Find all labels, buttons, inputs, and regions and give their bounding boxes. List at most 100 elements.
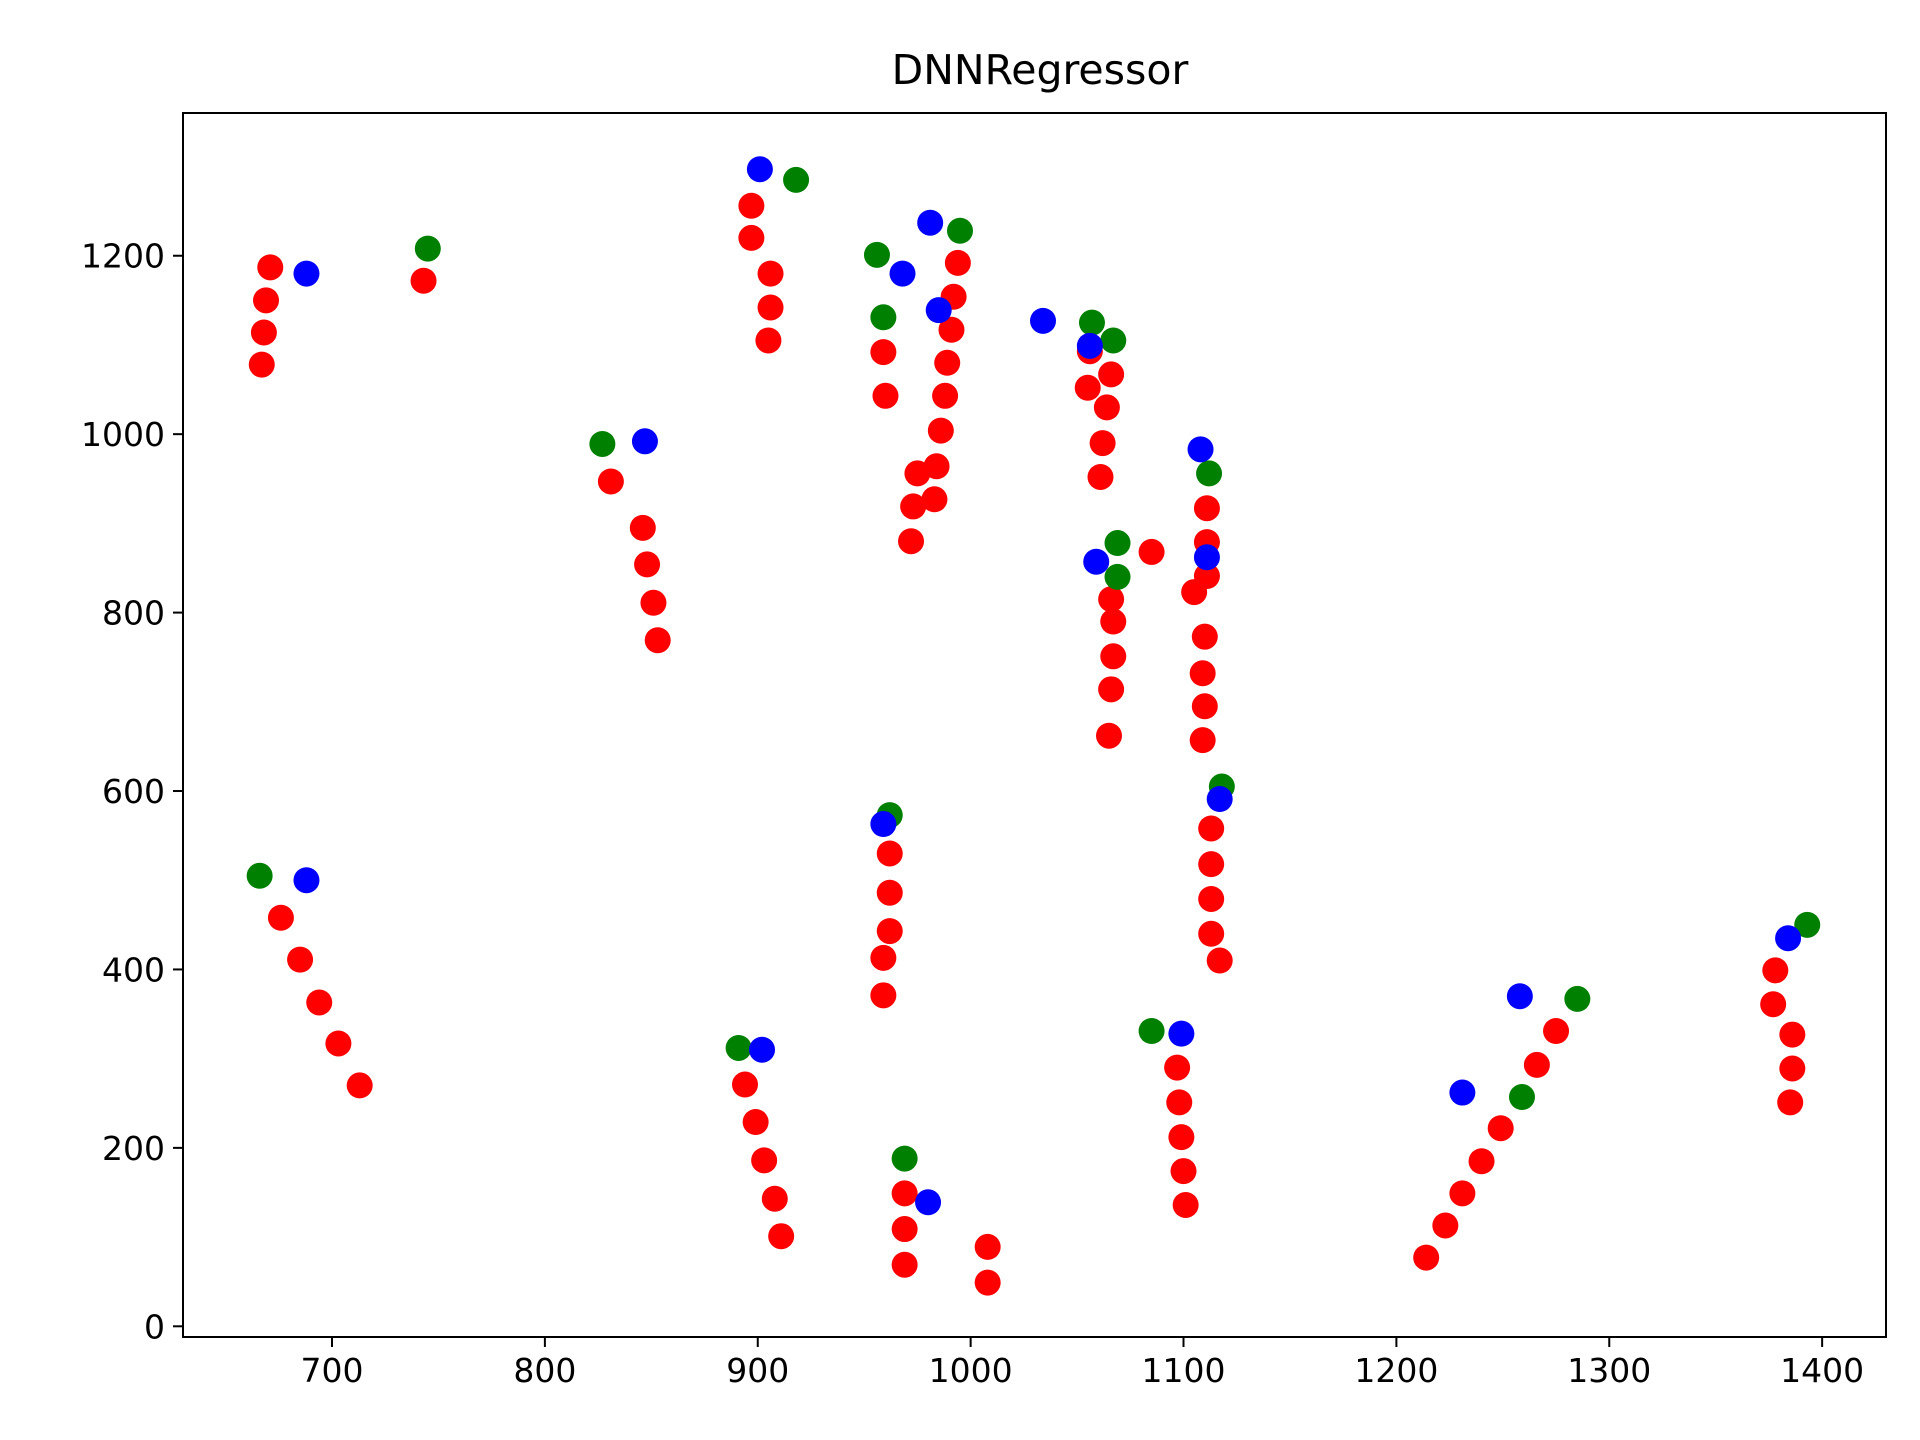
data-point	[757, 260, 784, 287]
data-point	[1187, 436, 1214, 463]
x-tick-label: 1000	[929, 1351, 1013, 1390]
data-point	[250, 319, 277, 346]
y-tick-label: 800	[102, 594, 165, 633]
data-point	[761, 1185, 788, 1212]
data-point	[257, 254, 284, 281]
data-point	[1096, 722, 1123, 749]
y-axis: 0 200 400 600 800 1000 1200	[81, 237, 183, 1346]
data-point	[1206, 786, 1233, 813]
scatter-points	[246, 156, 1821, 1296]
data-point	[870, 982, 897, 1009]
x-tick-label: 900	[726, 1351, 789, 1390]
data-point	[1138, 1018, 1165, 1044]
data-point	[900, 493, 927, 520]
data-point	[731, 1071, 758, 1098]
data-point	[325, 1030, 352, 1057]
data-point	[631, 428, 658, 455]
data-point	[927, 417, 954, 444]
data-point	[1087, 463, 1114, 490]
y-tick-label: 0	[144, 1307, 165, 1346]
data-point	[1193, 544, 1220, 571]
x-tick-label: 1400	[1780, 1351, 1864, 1390]
x-tick-label: 800	[513, 1351, 576, 1390]
data-point	[725, 1034, 752, 1061]
data-point	[898, 528, 925, 555]
data-point	[876, 840, 903, 867]
data-point	[870, 811, 897, 838]
data-point	[917, 209, 944, 236]
data-point	[1198, 920, 1225, 947]
data-point	[1189, 660, 1216, 687]
data-point	[1083, 548, 1110, 575]
data-point	[629, 514, 656, 541]
data-point	[783, 166, 810, 193]
data-point	[932, 382, 959, 409]
y-tick-label: 1200	[81, 237, 165, 276]
data-point	[640, 589, 667, 616]
data-point	[1189, 727, 1216, 754]
data-point	[293, 867, 320, 894]
data-point	[1432, 1212, 1459, 1239]
data-point	[267, 904, 294, 931]
data-point	[1138, 538, 1165, 565]
data-point	[1760, 991, 1787, 1018]
data-point	[891, 1145, 918, 1172]
data-point	[1779, 1021, 1806, 1048]
data-point	[589, 430, 616, 457]
data-point	[1089, 430, 1116, 457]
data-point	[889, 260, 916, 287]
x-tick-label: 700	[301, 1351, 364, 1390]
data-point	[1098, 676, 1125, 703]
y-tick-label: 200	[102, 1129, 165, 1168]
data-point	[944, 249, 971, 276]
x-tick-label: 1100	[1142, 1351, 1226, 1390]
data-point	[1100, 327, 1127, 354]
data-point	[346, 1072, 373, 1099]
data-point	[293, 260, 320, 287]
data-point	[974, 1269, 1001, 1296]
data-point	[742, 1108, 769, 1135]
data-point	[938, 316, 965, 343]
data-point	[1196, 460, 1223, 487]
data-point	[876, 879, 903, 906]
data-point	[891, 1216, 918, 1243]
data-point	[757, 294, 784, 321]
data-point	[1198, 815, 1225, 842]
data-point	[1172, 1191, 1199, 1218]
data-point	[306, 989, 333, 1016]
data-point	[246, 862, 273, 889]
data-point	[1413, 1244, 1440, 1271]
data-point	[1794, 911, 1821, 938]
data-point	[738, 192, 765, 219]
data-point	[870, 304, 897, 331]
data-point	[891, 1251, 918, 1278]
y-tick-label: 1000	[81, 415, 165, 454]
plot-frame	[182, 112, 1887, 1338]
data-point	[1762, 957, 1789, 984]
data-point	[1777, 1089, 1804, 1116]
data-point	[1206, 947, 1233, 974]
data-point	[410, 267, 437, 294]
data-point	[248, 351, 275, 378]
data-point	[634, 551, 661, 578]
chart-title: DNNRegressor	[892, 46, 1189, 94]
data-point	[1198, 885, 1225, 912]
data-point	[915, 1189, 942, 1216]
data-point	[253, 287, 280, 314]
data-point	[1098, 361, 1125, 388]
data-point	[1100, 608, 1127, 635]
data-point	[1170, 1158, 1197, 1185]
x-axis: 700 800 900 1000 1100 1200 1300 1400	[301, 1337, 1864, 1390]
data-point	[1468, 1148, 1495, 1175]
data-point	[1449, 1180, 1476, 1207]
data-point	[1191, 623, 1218, 650]
data-point	[749, 1036, 776, 1063]
data-point	[1523, 1051, 1550, 1078]
data-point	[746, 156, 773, 183]
data-point	[934, 349, 961, 376]
data-point	[921, 486, 948, 513]
data-point	[1100, 643, 1127, 670]
data-point	[287, 946, 314, 973]
data-point	[876, 918, 903, 945]
data-point	[870, 339, 897, 366]
